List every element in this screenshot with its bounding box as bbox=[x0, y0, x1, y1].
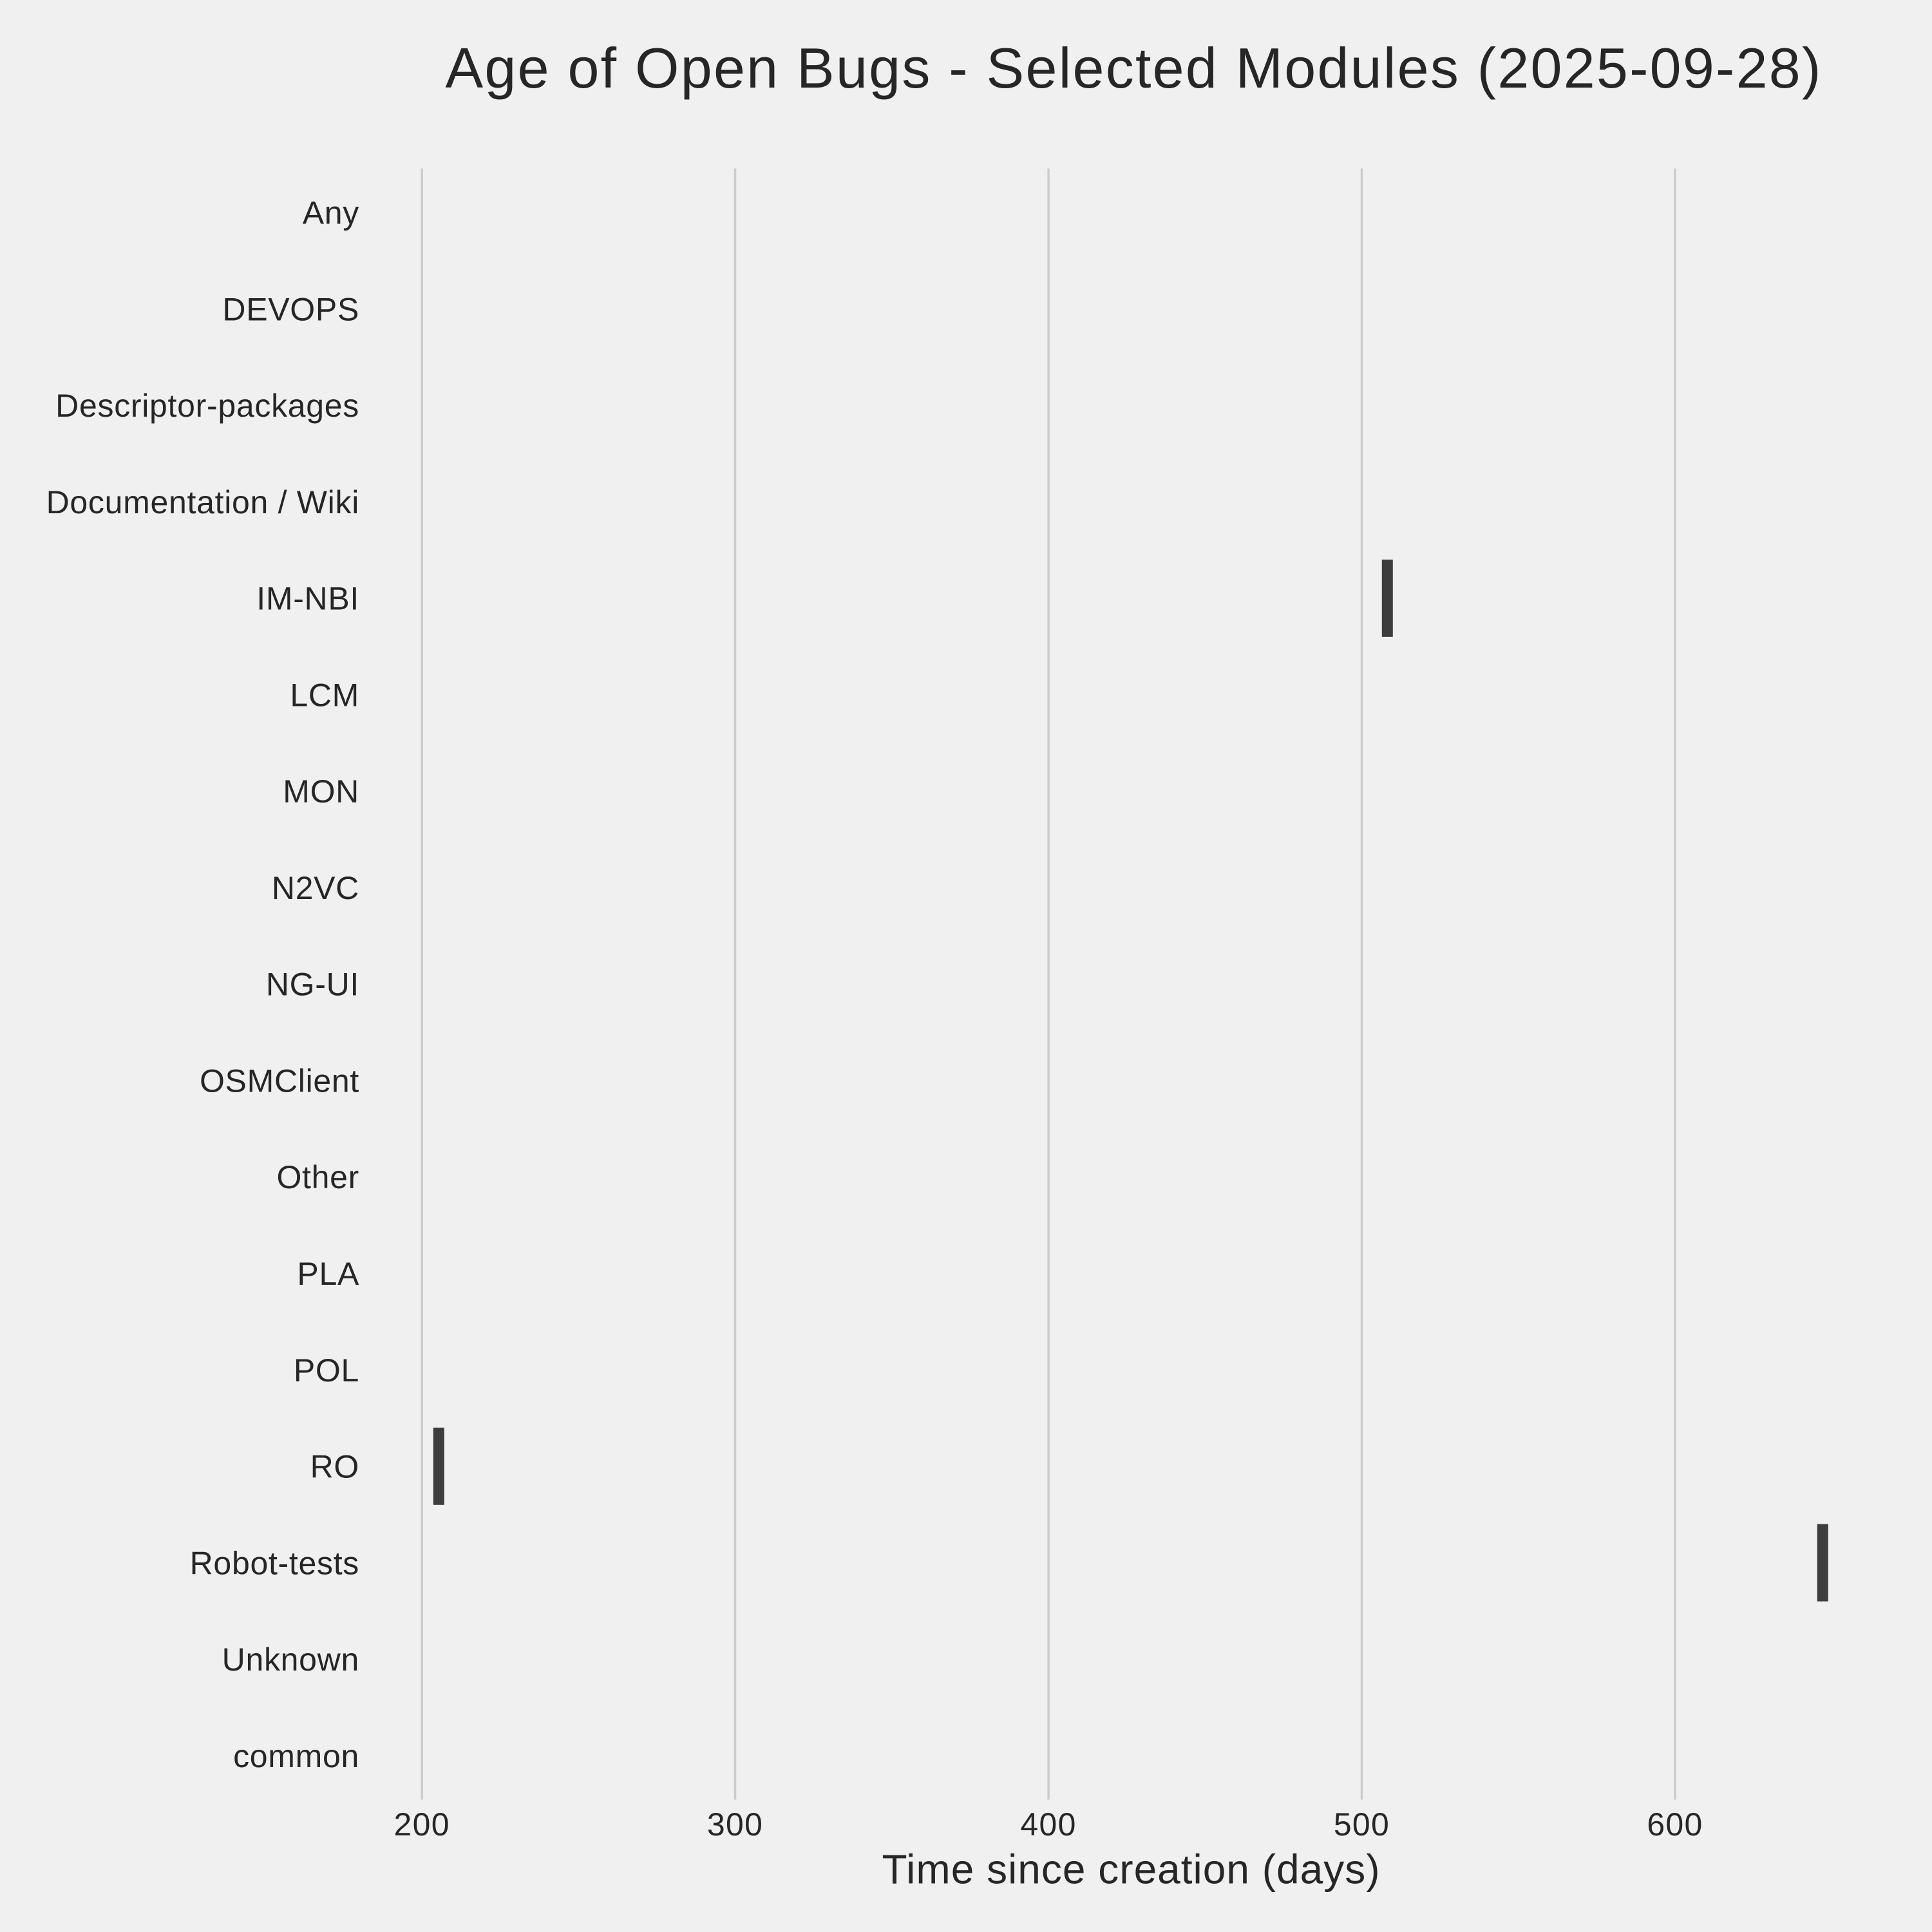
svg-text:N2VC: N2VC bbox=[272, 870, 359, 906]
svg-text:400: 400 bbox=[1020, 1806, 1076, 1842]
svg-text:Any: Any bbox=[303, 195, 359, 231]
svg-text:PLA: PLA bbox=[297, 1256, 359, 1292]
svg-text:NG-UI: NG-UI bbox=[266, 967, 359, 1003]
svg-text:OSMClient: OSMClient bbox=[200, 1063, 359, 1099]
svg-text:MON: MON bbox=[283, 773, 359, 810]
svg-text:RO: RO bbox=[310, 1449, 359, 1485]
svg-text:LCM: LCM bbox=[290, 677, 359, 713]
svg-text:Documentation / Wiki: Documentation / Wiki bbox=[46, 484, 359, 520]
svg-text:POL: POL bbox=[294, 1352, 359, 1388]
svg-text:Robot-tests: Robot-tests bbox=[190, 1545, 359, 1581]
svg-text:IM-NBI: IM-NBI bbox=[256, 581, 359, 617]
svg-text:Other: Other bbox=[276, 1159, 359, 1195]
svg-text:Age of Open Bugs - Selected Mo: Age of Open Bugs - Selected Modules (202… bbox=[445, 36, 1822, 100]
svg-text:600: 600 bbox=[1647, 1806, 1703, 1842]
svg-text:Time since creation (days): Time since creation (days) bbox=[882, 1846, 1380, 1893]
svg-text:300: 300 bbox=[707, 1806, 763, 1842]
svg-text:500: 500 bbox=[1334, 1806, 1390, 1842]
svg-text:200: 200 bbox=[394, 1806, 450, 1842]
svg-text:Descriptor-packages: Descriptor-packages bbox=[55, 388, 359, 424]
svg-text:DEVOPS: DEVOPS bbox=[222, 291, 359, 327]
svg-text:common: common bbox=[233, 1738, 359, 1774]
svg-text:Unknown: Unknown bbox=[222, 1642, 359, 1678]
